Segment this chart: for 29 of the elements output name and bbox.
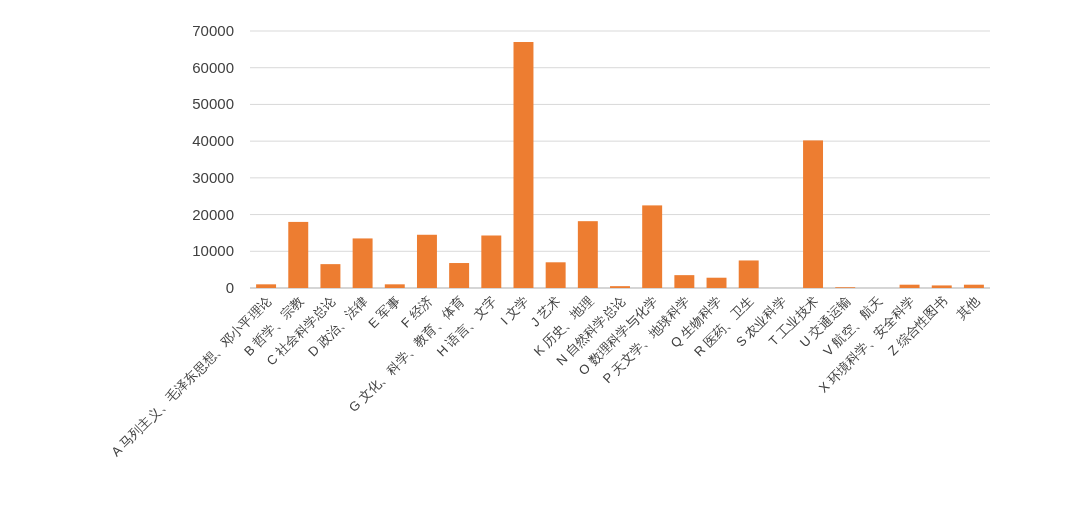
- bar: [577, 221, 598, 288]
- bar: [449, 263, 470, 288]
- bar: [899, 284, 920, 288]
- bar: [513, 42, 534, 288]
- bar: [481, 235, 502, 288]
- y-tick-label: 50000: [192, 95, 234, 113]
- bar: [963, 284, 984, 288]
- bar: [931, 285, 952, 288]
- y-tick-label: 20000: [192, 205, 234, 223]
- bar: [706, 277, 727, 288]
- y-tick-label: 40000: [192, 132, 234, 150]
- y-tick-label: 60000: [192, 58, 234, 76]
- bar: [642, 205, 663, 288]
- bar: [384, 284, 405, 288]
- bar: [738, 260, 759, 288]
- x-tick-label: 其他: [953, 293, 983, 323]
- bar: [803, 140, 824, 288]
- x-tick-label: I 文学: [497, 293, 532, 328]
- y-tick-label: 10000: [192, 242, 234, 260]
- y-tick-label: 0: [225, 279, 234, 296]
- y-tick-label: 70000: [192, 22, 234, 39]
- bar: [256, 284, 277, 288]
- bar: [352, 238, 373, 288]
- bar: [320, 264, 341, 288]
- y-tick-label: 30000: [192, 168, 234, 186]
- bar: [674, 275, 695, 288]
- bar: [288, 221, 309, 288]
- bar: [545, 262, 566, 288]
- bar: [416, 234, 437, 288]
